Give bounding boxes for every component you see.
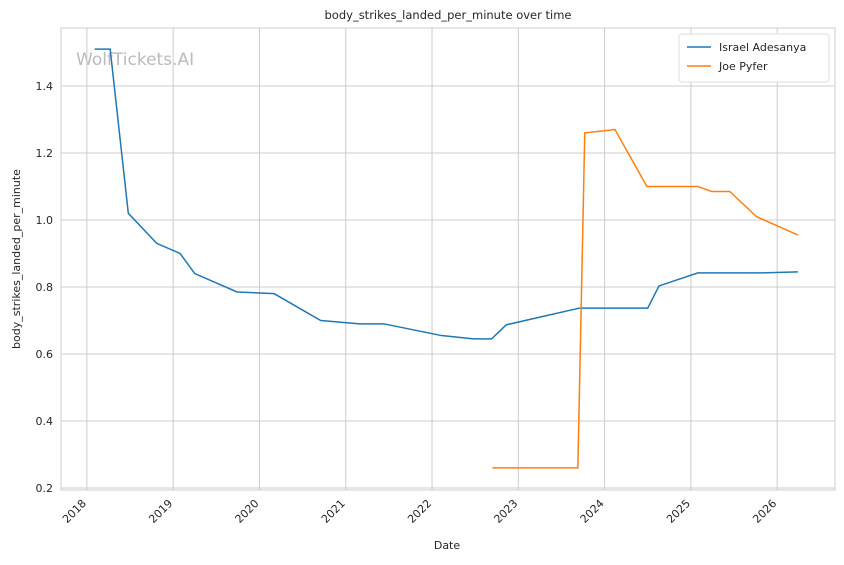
- x-tick-label: 2019: [146, 497, 175, 526]
- legend-label: Joe Pyfer: [718, 60, 768, 73]
- y-tick-label: 1.0: [36, 214, 54, 227]
- x-tick-label: 2018: [60, 497, 89, 526]
- x-tick-label: 2025: [664, 497, 693, 526]
- legend-label: Israel Adesanya: [719, 41, 806, 54]
- y-tick-label: 1.4: [36, 80, 54, 93]
- x-axis-label: Date: [434, 539, 461, 552]
- chart-title: body_strikes_landed_per_minute over time: [325, 8, 572, 22]
- y-tick-label: 0.8: [36, 281, 54, 294]
- series-line: [94, 48, 798, 340]
- plot-frame: [60, 27, 836, 491]
- y-tick-label: 0.6: [36, 348, 54, 361]
- x-tick-label: 2022: [405, 497, 434, 526]
- y-axis-label: body_strikes_landed_per_minute: [10, 169, 23, 349]
- x-tick-label: 2020: [233, 497, 262, 526]
- watermark: WolfTickets.AI: [76, 50, 194, 70]
- y-tick-label: 0.4: [36, 415, 54, 428]
- y-tick-label: 1.2: [36, 147, 54, 160]
- x-tick-label: 2023: [491, 497, 520, 526]
- legend-box: [678, 33, 830, 83]
- series-line: [492, 128, 799, 469]
- x-tick-label: 2021: [319, 497, 348, 526]
- x-tick-label: 2026: [750, 497, 779, 526]
- y-tick-label: 0.2: [36, 482, 54, 495]
- x-tick-label: 2024: [578, 497, 607, 526]
